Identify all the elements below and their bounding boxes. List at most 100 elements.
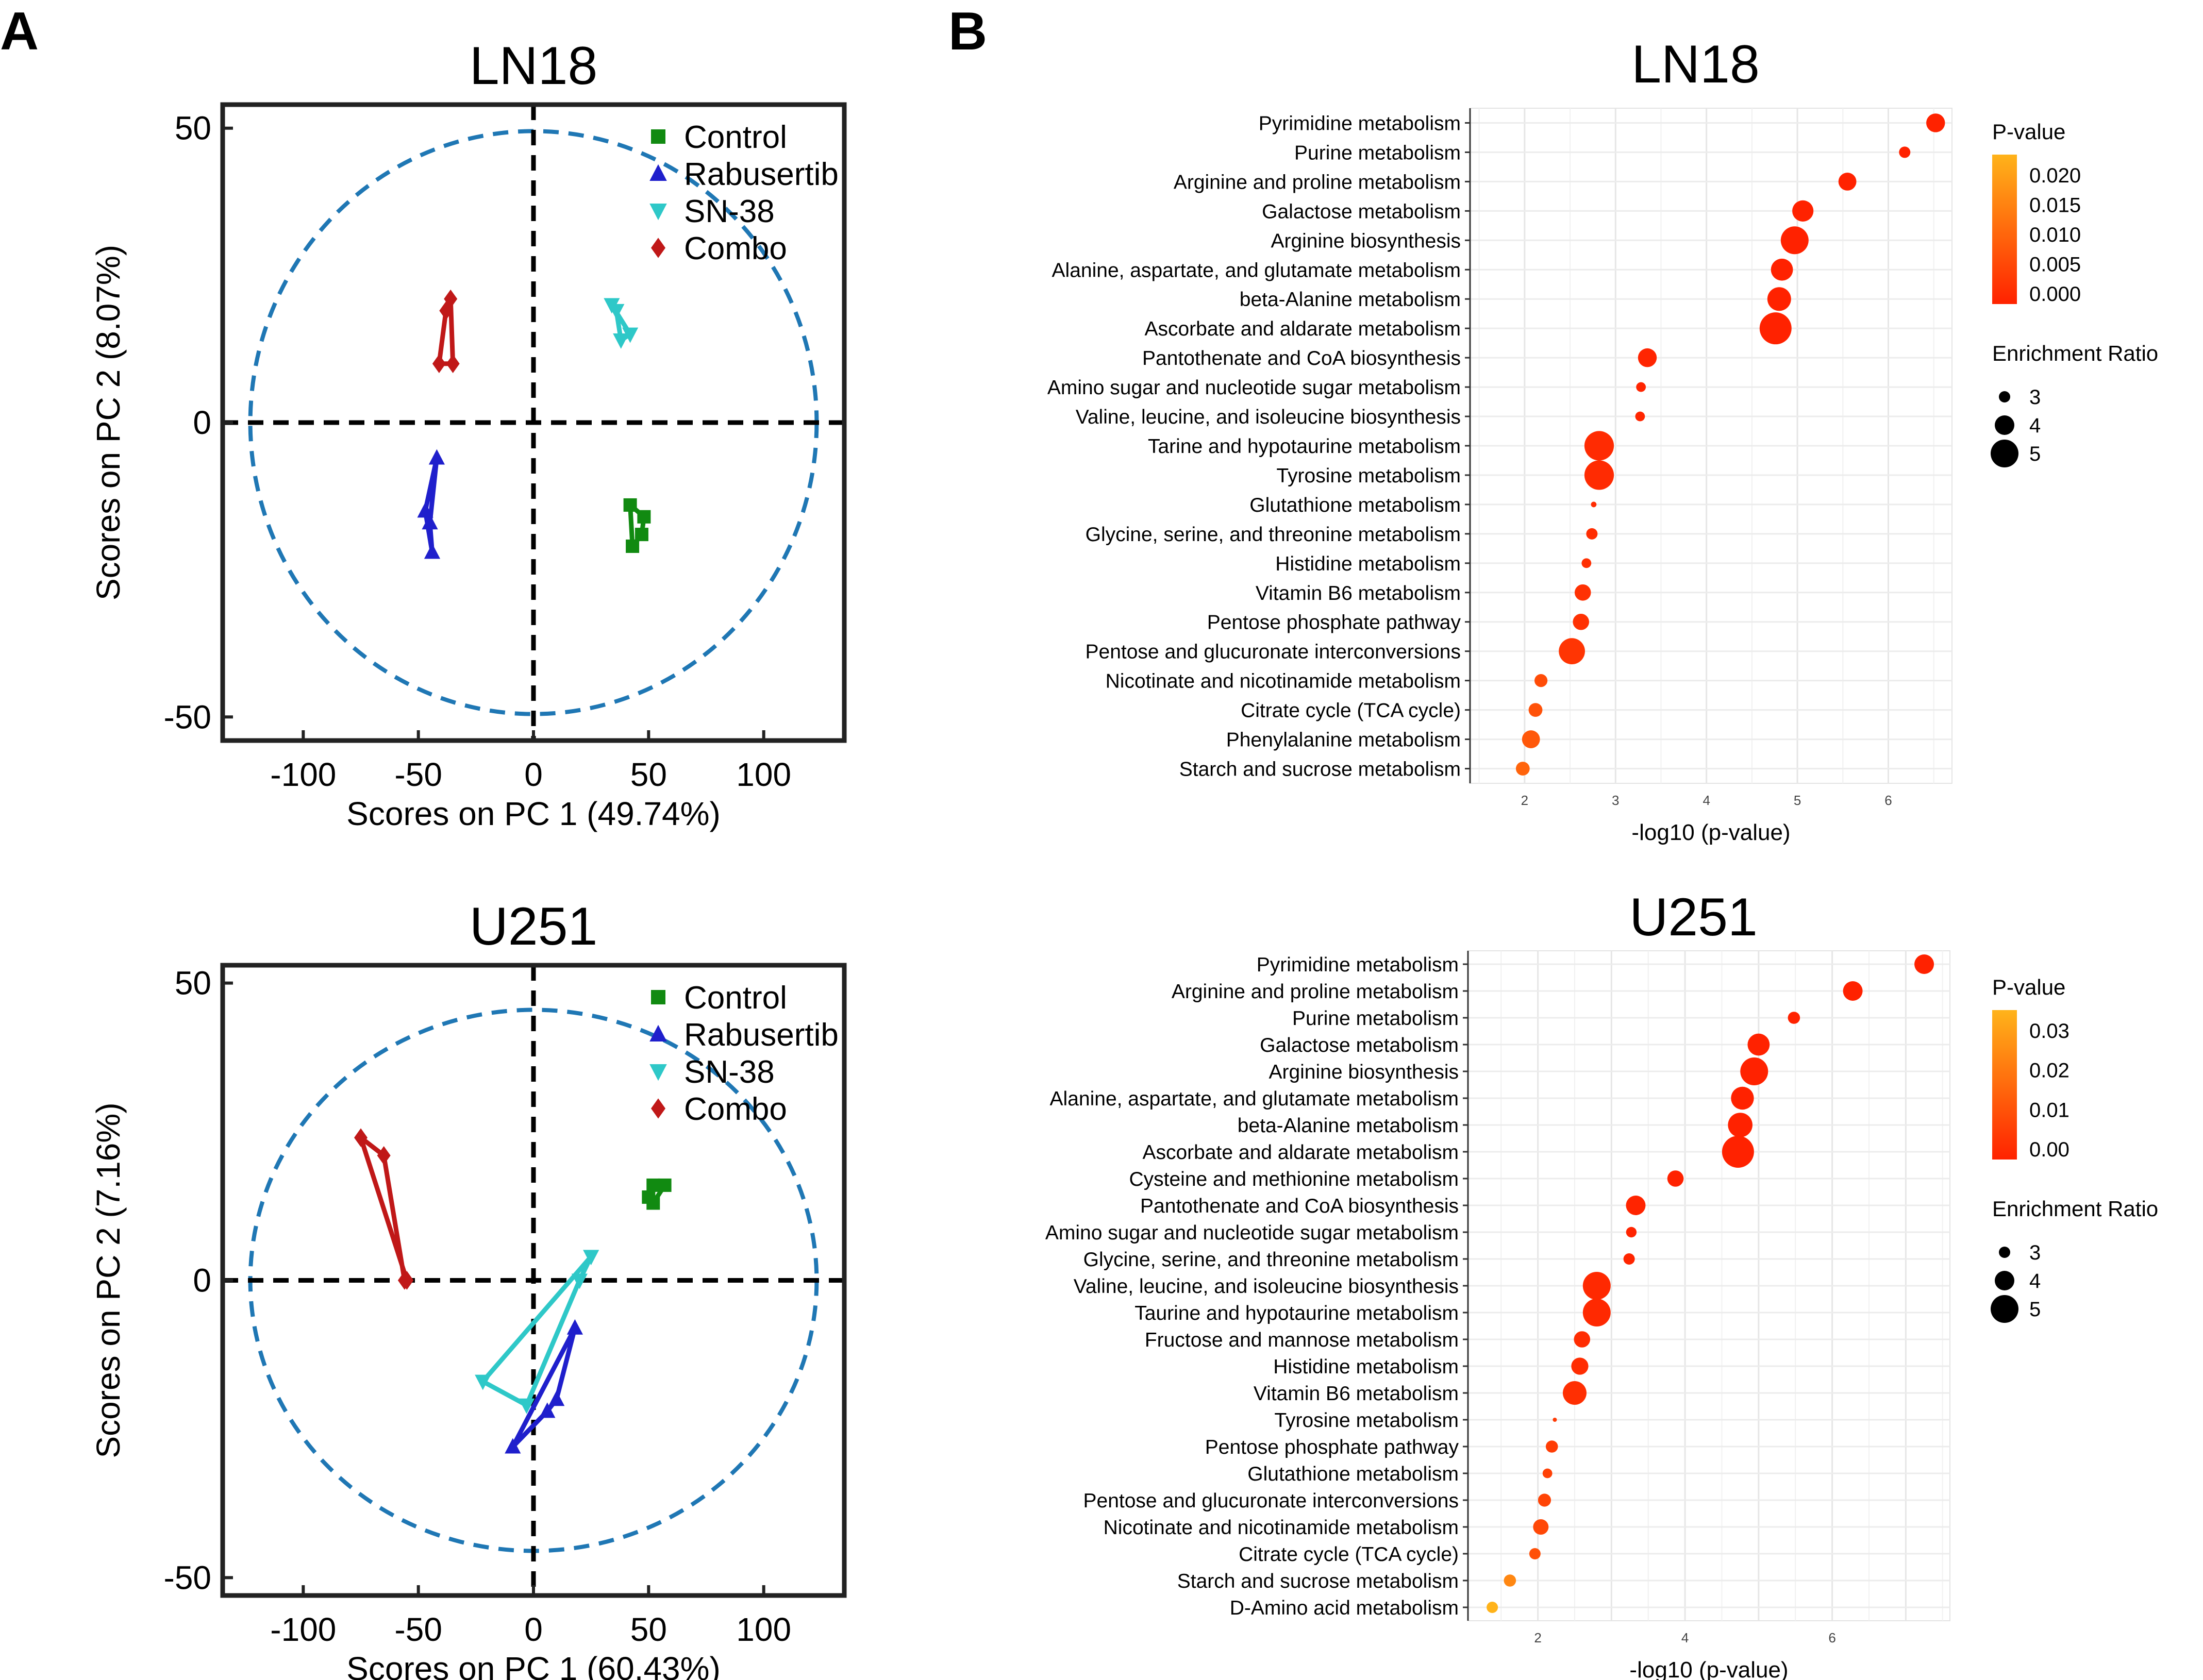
x-tick-label: 0 [524, 1611, 543, 1648]
pathway-label: Purine metabolism [1294, 142, 1461, 164]
pathway-label: Citrate cycle (TCA cycle) [1241, 700, 1461, 722]
series-combo [432, 289, 460, 373]
color-bar [1992, 155, 2017, 304]
pathway-row: Pentose phosphate pathway [1207, 612, 1590, 634]
data-point [1792, 200, 1814, 222]
series-control [642, 1178, 672, 1210]
pathway-label: Ascorbate and aldarate metabolism [1144, 318, 1461, 340]
pathway-label: Arginine and proline metabolism [1174, 171, 1461, 193]
pathway-label: Tyrosine metabolism [1274, 1409, 1459, 1432]
data-point [1559, 638, 1585, 665]
data-point [658, 1178, 672, 1192]
x-axis-label: Scores on PC 1 (49.74%) [346, 795, 721, 832]
pathway-row: Nicotinate and nicotinamide metabolism [1104, 1517, 1549, 1539]
pathway-row: Glycine, serine, and threonine metabolis… [1083, 1249, 1635, 1271]
size-legend-label: 5 [2029, 1298, 2041, 1321]
panel-label-a: A [0, 2, 39, 61]
legend-marker-sn-38 [649, 1064, 667, 1081]
pathway-row: Histidine metabolism [1275, 553, 1592, 575]
pathway-label: Starch and sucrose metabolism [1177, 1570, 1459, 1592]
enrichment-plot-ln18: LN18 Pyrimidine metabolism Purine metaboli… [1047, 35, 2158, 845]
data-point [1574, 1331, 1591, 1348]
data-point [1623, 1253, 1635, 1265]
pathway-label: Arginine and proline metabolism [1172, 981, 1459, 1003]
pathway-label: Arginine biosynthesis [1271, 230, 1461, 252]
pathway-label: Glycine, serine, and threonine metabolis… [1083, 1249, 1459, 1271]
x-tick-label: 3 [1612, 793, 1619, 808]
data-point [505, 1438, 521, 1454]
x-tick-label: 50 [630, 1611, 667, 1648]
data-point [432, 354, 446, 373]
x-tick-label: -50 [394, 756, 442, 793]
pathway-label: Citrate cycle (TCA cycle) [1239, 1543, 1459, 1566]
pathway-row: Ascorbate and aldarate metabolism [1142, 1136, 1754, 1168]
x-tick-label: -100 [270, 1611, 336, 1648]
pathway-row: Citrate cycle (TCA cycle) [1239, 1543, 1541, 1566]
data-point [1582, 1299, 1611, 1326]
data-point [571, 1273, 588, 1289]
legend-label-rabusertib: Rabusertib [684, 157, 839, 192]
data-point [1542, 1468, 1553, 1479]
pathway-row: Arginine and proline metabolism [1174, 171, 1857, 193]
pathway-label: Cysteine and methionine metabolism [1129, 1168, 1459, 1190]
pathway-label: Taurine and hypotaurine metabolism [1134, 1302, 1459, 1324]
pathway-label: Amino sugar and nucleotide sugar metabol… [1045, 1222, 1459, 1244]
data-point [377, 1146, 391, 1165]
x-tick-label: 4 [1703, 793, 1710, 808]
series-rabusertib [505, 1319, 583, 1454]
data-point [1584, 431, 1614, 461]
legend-label-sn-38: SN-38 [684, 194, 775, 229]
data-point [1522, 730, 1540, 748]
pathway-row: Ascorbate and aldarate metabolism [1144, 312, 1792, 345]
pathway-row: Glutathione metabolism [1249, 494, 1597, 516]
size-legend-label: 5 [2029, 443, 2041, 465]
color-legend-title: P-value [1992, 120, 2065, 144]
pathway-label: beta-Alanine metabolism [1240, 289, 1461, 311]
size-legend-title: Enrichment Ratio [1992, 341, 2158, 365]
pathway-label: Vitamin B6 metabolism [1256, 582, 1461, 604]
size-legend-title: Enrichment Ratio [1992, 1197, 2158, 1221]
color-legend-tick: 0.020 [2029, 164, 2081, 187]
pathway-row: Arginine and proline metabolism [1172, 981, 1863, 1003]
pathway-label: beta-Alanine metabolism [1238, 1115, 1459, 1137]
pathway-label: Pentose phosphate pathway [1205, 1436, 1459, 1458]
x-tick-label: 100 [736, 756, 791, 793]
x-tick-label: 100 [736, 1611, 791, 1648]
pathway-row: Fructose and mannose metabolism [1145, 1329, 1591, 1351]
pathway-row: Tyrosine metabolism [1274, 1409, 1557, 1432]
data-point [1914, 954, 1934, 974]
pathway-row: Citrate cycle (TCA cycle) [1241, 700, 1543, 722]
legend-label-control: Control [684, 980, 787, 1016]
pathway-label: Nicotinate and nicotinamide metabolism [1104, 1517, 1459, 1539]
data-point [1586, 528, 1598, 540]
y-axis-label: Scores on PC 2 (8.07%) [90, 245, 127, 600]
data-point [623, 498, 637, 512]
data-point [446, 354, 460, 373]
pathway-label: Pentose and glucuronate interconversions [1086, 641, 1461, 663]
legend-label-rabusertib: Rabusertib [684, 1017, 839, 1053]
x-tick-label: 2 [1534, 1630, 1541, 1645]
series-combo [354, 1128, 414, 1290]
pathway-row: beta-Alanine metabolism [1238, 1113, 1753, 1137]
legend-marker-combo [651, 1098, 665, 1119]
data-point [1591, 501, 1597, 508]
pathway-label: Pantothenate and CoA biosynthesis [1140, 1195, 1459, 1217]
y-tick-label: -50 [164, 698, 212, 735]
data-point [1573, 613, 1590, 630]
pathway-row: Pyrimidine metabolism [1259, 112, 1945, 135]
data-point [1722, 1136, 1754, 1168]
pathway-row: Pentose and glucuronate interconversions [1083, 1490, 1551, 1512]
pathway-row: Valine, leucine, and isoleucine biosynth… [1074, 1272, 1611, 1300]
size-legend-label: 4 [2029, 414, 2041, 437]
data-point [539, 1402, 556, 1418]
size-legend-circle [1991, 440, 2018, 467]
pathway-row: Purine metabolism [1292, 1007, 1800, 1030]
y-tick-label: 0 [193, 404, 211, 441]
pathway-label: Amino sugar and nucleotide sugar metabol… [1047, 377, 1461, 399]
pathway-row: Pentose phosphate pathway [1205, 1436, 1558, 1458]
chart-title: U251 [470, 897, 598, 956]
pathway-row: Vitamin B6 metabolism [1254, 1381, 1587, 1405]
chart-title: U251 [1629, 887, 1758, 947]
legend-marker-control [651, 129, 665, 144]
